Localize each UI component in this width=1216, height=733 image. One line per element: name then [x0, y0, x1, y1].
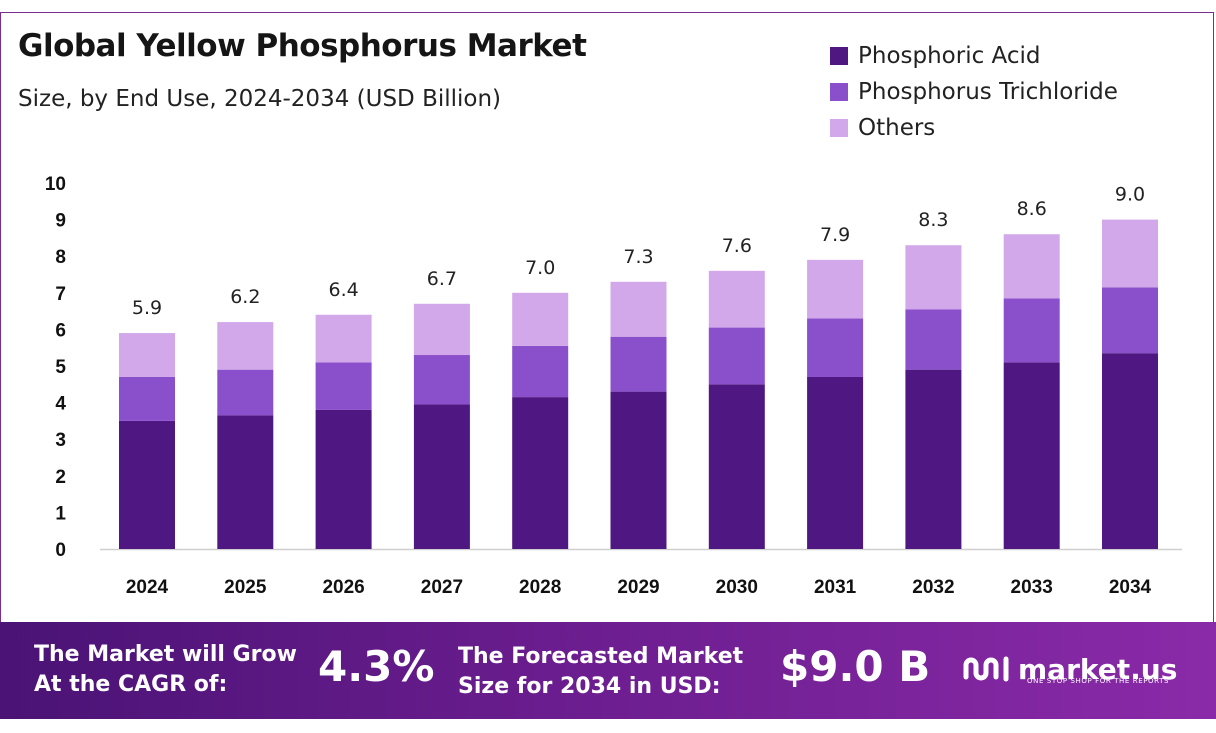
cagr-label-line2: At the CAGR of: [34, 672, 228, 697]
bar-segment-phosphoric-acid [413, 404, 470, 549]
bar-segment-phosphoric-acid [512, 397, 569, 549]
x-tick-label: 2027 [421, 577, 463, 598]
marketus-logo-text: market.us [1018, 652, 1178, 686]
y-tick-label: 1 [55, 503, 66, 524]
x-tick-label: 2033 [1011, 577, 1053, 598]
bar-segment-others [1003, 234, 1060, 299]
bar-segment-others [708, 270, 765, 328]
forecast-label-line1: The Forecasted Market [458, 644, 744, 669]
legend-label: Others [858, 115, 936, 141]
x-tick-label: 2031 [814, 577, 857, 598]
legend-swatch-phosphorus-trichloride [830, 83, 848, 101]
legend-swatch-others [830, 119, 848, 137]
bar-segment-phosphorus-trichloride [1102, 287, 1158, 354]
forecast-label-line2: Size for 2034 in USD: [458, 674, 721, 699]
legend-item-others: Others [830, 110, 1118, 146]
bar-total-label: 9.0 [1115, 184, 1145, 206]
y-tick-label: 6 [55, 320, 66, 341]
bar-segment-phosphoric-acid [315, 409, 372, 549]
x-tick-label: 2034 [1109, 577, 1152, 598]
cagr-label: The Market will Grow At the CAGR of: [34, 640, 297, 700]
bar-segment-phosphoric-acid [807, 376, 864, 549]
legend-label: Phosphorus Trichloride [858, 79, 1118, 105]
bar-segment-others [217, 322, 274, 370]
legend-label: Phosphoric Acid [858, 43, 1041, 69]
bar-segment-phosphorus-trichloride [119, 376, 175, 421]
bar-segment-phosphoric-acid [119, 420, 175, 549]
x-tick-label: 2024 [126, 577, 169, 598]
chart-title: Global Yellow Phosphorus Market [18, 28, 587, 64]
cagr-value: 4.3% [318, 642, 435, 691]
bar-segment-phosphoric-acid [1102, 353, 1158, 549]
bar-segment-phosphorus-trichloride [708, 327, 765, 385]
marketus-logo-icon [963, 656, 1009, 682]
chart-subtitle: Size, by End Use, 2024-2034 (USD Billion… [18, 86, 502, 112]
legend-item-phosphoric-acid: Phosphoric Acid [830, 38, 1118, 74]
forecast-label: The Forecasted Market Size for 2034 in U… [458, 642, 743, 702]
x-tick-label: 2030 [716, 577, 758, 598]
y-tick-label: 4 [55, 394, 66, 415]
x-tick-label: 2028 [519, 577, 561, 598]
bar-segment-others [610, 281, 667, 337]
bar-total-label: 5.9 [132, 297, 162, 319]
y-tick-label: 3 [55, 430, 66, 451]
bar-segment-others [512, 292, 569, 346]
bar-total-label: 8.3 [918, 209, 948, 231]
chart-frame [0, 12, 1214, 622]
y-tick-label: 10 [45, 174, 66, 195]
bar-segment-phosphorus-trichloride [905, 309, 962, 370]
bar-segment-phosphoric-acid [708, 384, 765, 549]
bar-segment-others [119, 333, 175, 377]
bar-segment-phosphorus-trichloride [315, 362, 372, 410]
bar-segment-phosphoric-acid [610, 391, 667, 549]
bar-segment-phosphorus-trichloride [610, 336, 667, 392]
bar-segment-phosphorus-trichloride [807, 318, 864, 377]
bar-total-label: 7.6 [722, 235, 752, 257]
bar-total-label: 6.7 [427, 268, 457, 290]
bar-segment-others [1102, 219, 1158, 288]
y-tick-label: 2 [55, 467, 66, 488]
bar-total-label: 8.6 [1017, 198, 1047, 220]
y-tick-label: 5 [55, 357, 66, 378]
marketus-tagline: ONE STOP SHOP FOR THE REPORTS [1027, 677, 1170, 685]
y-tick-label: 0 [55, 540, 66, 561]
x-tick-label: 2026 [322, 577, 364, 598]
legend-item-phosphorus-trichloride: Phosphorus Trichloride [830, 74, 1118, 110]
bar-total-label: 7.0 [525, 257, 555, 279]
bar-segment-phosphorus-trichloride [217, 369, 274, 416]
forecast-value: $9.0 B [780, 642, 931, 691]
bar-segment-others [905, 245, 962, 310]
bar-segment-phosphoric-acid [217, 415, 274, 549]
bar-segment-phosphoric-acid [905, 369, 962, 549]
marketus-logo: market.us [962, 651, 1177, 687]
y-tick-label: 8 [55, 247, 66, 268]
x-tick-label: 2032 [912, 577, 954, 598]
bar-segment-phosphorus-trichloride [1003, 298, 1060, 363]
legend-swatch-phosphoric-acid [830, 47, 848, 65]
summary-banner [0, 622, 1216, 719]
bar-total-label: 6.2 [230, 286, 260, 308]
y-tick-label: 9 [55, 211, 66, 232]
x-tick-label: 2025 [224, 577, 267, 598]
x-tick-label: 2029 [617, 577, 659, 598]
bar-total-label: 7.3 [623, 246, 653, 268]
bar-segment-others [807, 259, 864, 319]
bar-segment-others [315, 314, 372, 363]
legend: Phosphoric Acid Phosphorus Trichloride O… [830, 38, 1118, 146]
bar-segment-phosphoric-acid [1003, 362, 1060, 549]
bar-segment-phosphorus-trichloride [512, 345, 569, 398]
bar-segment-phosphorus-trichloride [413, 355, 470, 405]
stacked-bar-chart: 0 1 2 3 4 5 6 7 8 9 10 5.9 2024 6.2 2025 6.4 2026 6.7 2027… [45, 174, 1182, 598]
cagr-label-line1: The Market will Grow [34, 642, 297, 667]
y-tick-label: 7 [55, 284, 66, 305]
bar-segment-others [413, 303, 470, 356]
bar-total-label: 7.9 [820, 224, 850, 246]
bar-total-label: 6.4 [328, 279, 358, 301]
